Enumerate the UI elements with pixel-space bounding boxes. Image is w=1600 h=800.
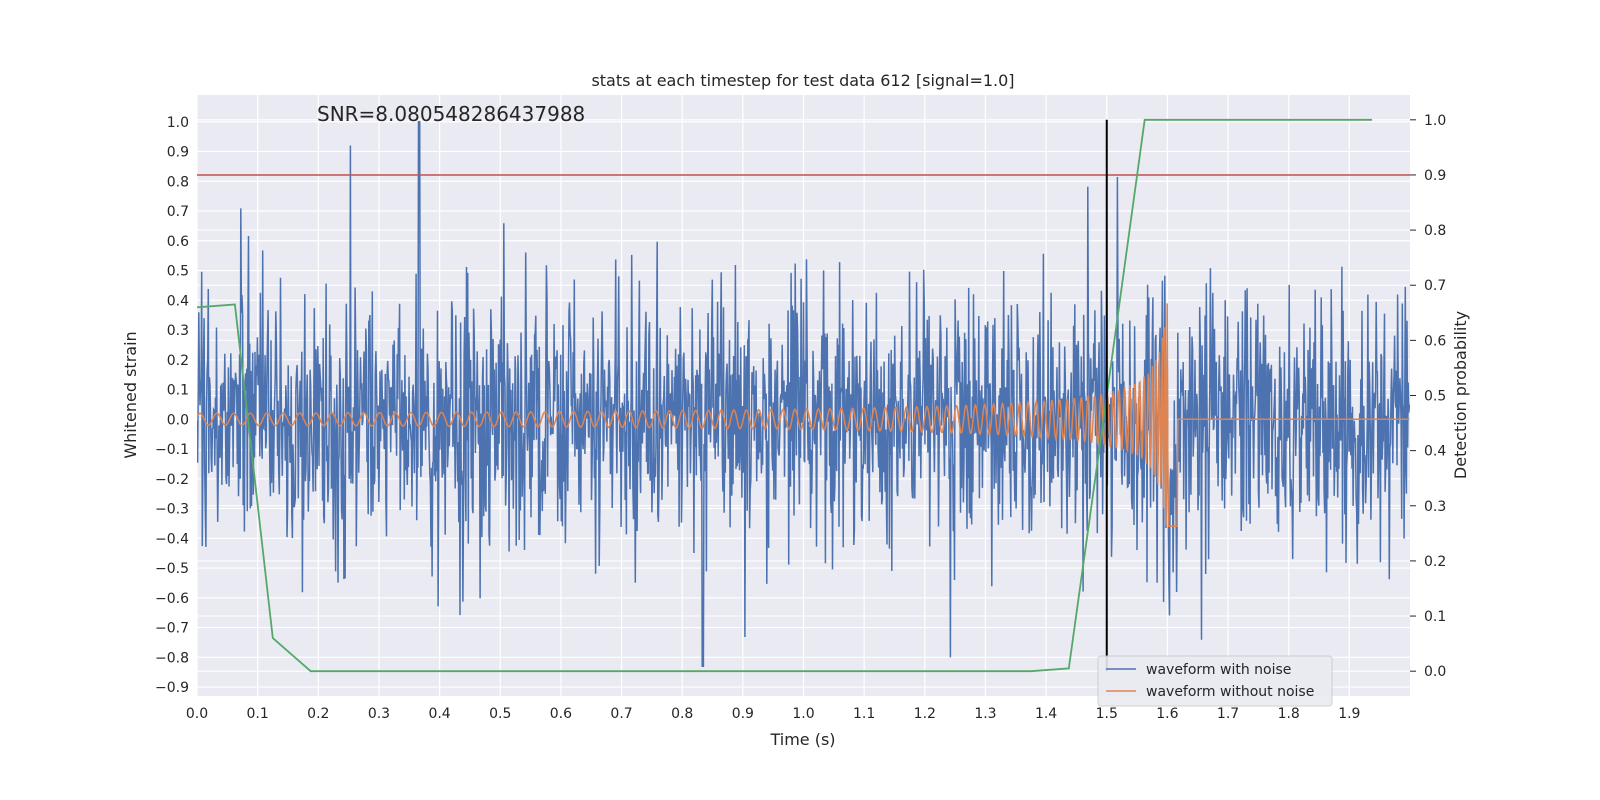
chart-title: stats at each timestep for test data 612… (591, 71, 1014, 90)
y-right-tick-label: 0.1 (1424, 609, 1446, 625)
y-tick-label: 0.4 (167, 293, 189, 309)
y-tick-label: −0.3 (155, 502, 189, 518)
y-tick-label: −0.4 (155, 531, 189, 547)
y-right-tick-label: 0.7 (1424, 278, 1446, 294)
x-tick-label: 0.7 (610, 706, 632, 722)
y-tick-label: −0.7 (155, 621, 189, 637)
y-right-tick-label: 0.4 (1424, 444, 1446, 460)
snr-annotation: SNR=8.080548286437988 (317, 102, 585, 126)
legend-box (1097, 655, 1333, 707)
y-tick-label: 1.0 (167, 115, 189, 131)
y-right-tick-label: 0.5 (1424, 389, 1446, 405)
x-tick-label: 1.2 (914, 706, 936, 722)
y-right-tick-label: 0.0 (1424, 664, 1446, 680)
x-axis-ticks: 0.0 0.1 0.2 0.3 0.4 0.5 0.6 0.7 0.8 0.9 1.0 1.1 1.2 1… (186, 706, 1361, 722)
y-tick-label: −0.1 (155, 442, 189, 458)
x-tick-label: 1.4 (1035, 706, 1057, 722)
x-axis-label: Time (s) (769, 730, 835, 749)
x-tick-label: 1.1 (853, 706, 875, 722)
y-tick-label: −0.2 (155, 472, 189, 488)
series-waveform-with-noise (197, 121, 1410, 667)
x-tick-label: 0.8 (671, 706, 693, 722)
y-tick-label: 0.5 (167, 264, 189, 280)
x-tick-label: 0.3 (368, 706, 390, 722)
y-tick-label: −0.6 (155, 591, 189, 607)
y-tick-label: 0.7 (167, 204, 189, 220)
y-tick-label: −0.9 (155, 680, 189, 696)
x-tick-label: 0.5 (489, 706, 511, 722)
y-tick-label: 0.9 (167, 145, 189, 161)
x-tick-label: 0.2 (307, 706, 329, 722)
y-axis-left-ticks: 1.0 0.9 0.8 0.7 0.6 0.5 0.4 0.3 0.2 0.1 0.0 −0.1 −0.… (155, 115, 189, 696)
y-right-tick-label: 0.2 (1424, 554, 1446, 570)
y-axis-right-label: Detection probability (1451, 311, 1470, 479)
y-tick-label: 0.3 (167, 323, 189, 339)
y-axis-label: Whitened strain (121, 331, 140, 458)
y-axis-right-ticks: 1.0 0.9 0.8 0.7 0.6 0.5 0.4 0.3 0.2 0.1 0.0 (1410, 113, 1446, 680)
x-tick-label: 0.0 (186, 706, 208, 722)
y-right-tick-label: 1.0 (1424, 113, 1446, 129)
x-tick-label: 1.5 (1096, 706, 1118, 722)
y-tick-label: 0.1 (167, 383, 189, 399)
x-tick-label: 0.9 (732, 706, 754, 722)
y-right-tick-label: 0.8 (1424, 223, 1446, 239)
x-tick-label: 1.7 (1217, 706, 1239, 722)
y-tick-label: 0.0 (167, 412, 189, 428)
y-tick-label: −0.5 (155, 561, 189, 577)
x-tick-label: 1.9 (1338, 706, 1360, 722)
x-tick-label: 1.6 (1156, 706, 1178, 722)
y-right-tick-label: 0.9 (1424, 168, 1446, 184)
x-tick-label: 0.1 (247, 706, 269, 722)
y-tick-label: 0.6 (167, 234, 189, 250)
x-tick-label: 1.8 (1278, 706, 1300, 722)
x-tick-label: 0.6 (550, 706, 572, 722)
x-tick-label: 0.4 (428, 706, 450, 722)
y-tick-label: −0.8 (155, 650, 189, 666)
series-detection-probability (197, 118, 1373, 673)
y-right-tick-label: 0.3 (1424, 499, 1446, 515)
y-tick-label: 0.2 (167, 353, 189, 369)
x-tick-label: 1.0 (792, 706, 814, 722)
y-tick-label: 0.8 (167, 174, 189, 190)
x-tick-label: 1.3 (974, 706, 996, 722)
legend-label-noise: waveform with noise (1146, 662, 1291, 678)
plot-area (197, 118, 1410, 673)
y-right-tick-label: 0.6 (1424, 333, 1446, 349)
series-waveform-without-noise (197, 303, 1410, 527)
legend: waveform with noise waveform without noi… (1097, 655, 1333, 707)
legend-label-clean: waveform without noise (1146, 684, 1314, 700)
